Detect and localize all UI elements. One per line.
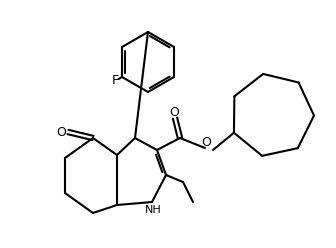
Text: NH: NH — [144, 205, 161, 215]
Text: O: O — [56, 125, 66, 138]
Text: O: O — [201, 136, 211, 150]
Text: F: F — [112, 74, 119, 88]
Text: O: O — [169, 106, 179, 120]
